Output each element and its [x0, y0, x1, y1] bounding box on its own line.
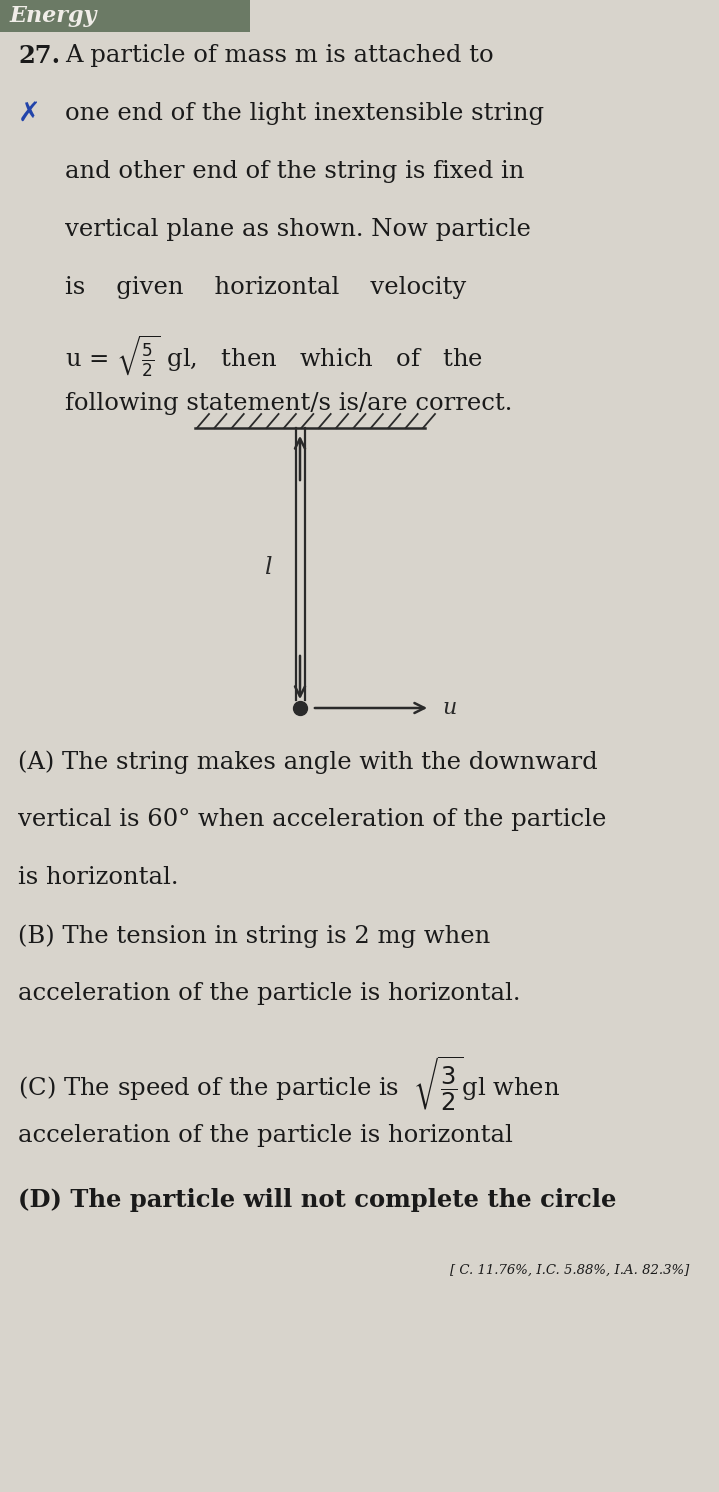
Text: is horizontal.: is horizontal. [18, 865, 178, 889]
Text: vertical is 60° when acceleration of the particle: vertical is 60° when acceleration of the… [18, 809, 606, 831]
Text: l: l [265, 557, 272, 579]
Text: (C) The speed of the particle is  $\sqrt{\dfrac{3}{2}}$gl when: (C) The speed of the particle is $\sqrt{… [18, 1055, 560, 1112]
Text: (A) The string makes angle with the downward: (A) The string makes angle with the down… [18, 750, 597, 773]
Text: following statement/s is/are correct.: following statement/s is/are correct. [65, 392, 513, 415]
Text: and other end of the string is fixed in: and other end of the string is fixed in [65, 160, 524, 184]
Text: u = $\sqrt{\frac{5}{2}}$ gl,   then   which   of   the: u = $\sqrt{\frac{5}{2}}$ gl, then which … [65, 334, 482, 379]
Text: acceleration of the particle is horizontal.: acceleration of the particle is horizont… [18, 982, 521, 1006]
FancyBboxPatch shape [0, 0, 250, 31]
Text: acceleration of the particle is horizontal: acceleration of the particle is horizont… [18, 1123, 513, 1147]
Text: vertical plane as shown. Now particle: vertical plane as shown. Now particle [65, 218, 531, 242]
Text: ✗: ✗ [18, 101, 41, 128]
Text: [ C. 11.76%, I.C. 5.88%, I.A. 82.3%]: [ C. 11.76%, I.C. 5.88%, I.A. 82.3%] [450, 1264, 690, 1276]
Text: 27.: 27. [18, 43, 60, 69]
Text: A particle of mass m is attached to: A particle of mass m is attached to [65, 43, 494, 67]
Text: Energy: Energy [10, 4, 97, 27]
Text: is    given    horizontal    velocity: is given horizontal velocity [65, 276, 466, 298]
Text: (B) The tension in string is 2 mg when: (B) The tension in string is 2 mg when [18, 924, 490, 947]
Text: one end of the light inextensible string: one end of the light inextensible string [65, 101, 544, 125]
Text: (D) The particle will not complete the circle: (D) The particle will not complete the c… [18, 1188, 616, 1212]
Text: u: u [442, 697, 457, 719]
